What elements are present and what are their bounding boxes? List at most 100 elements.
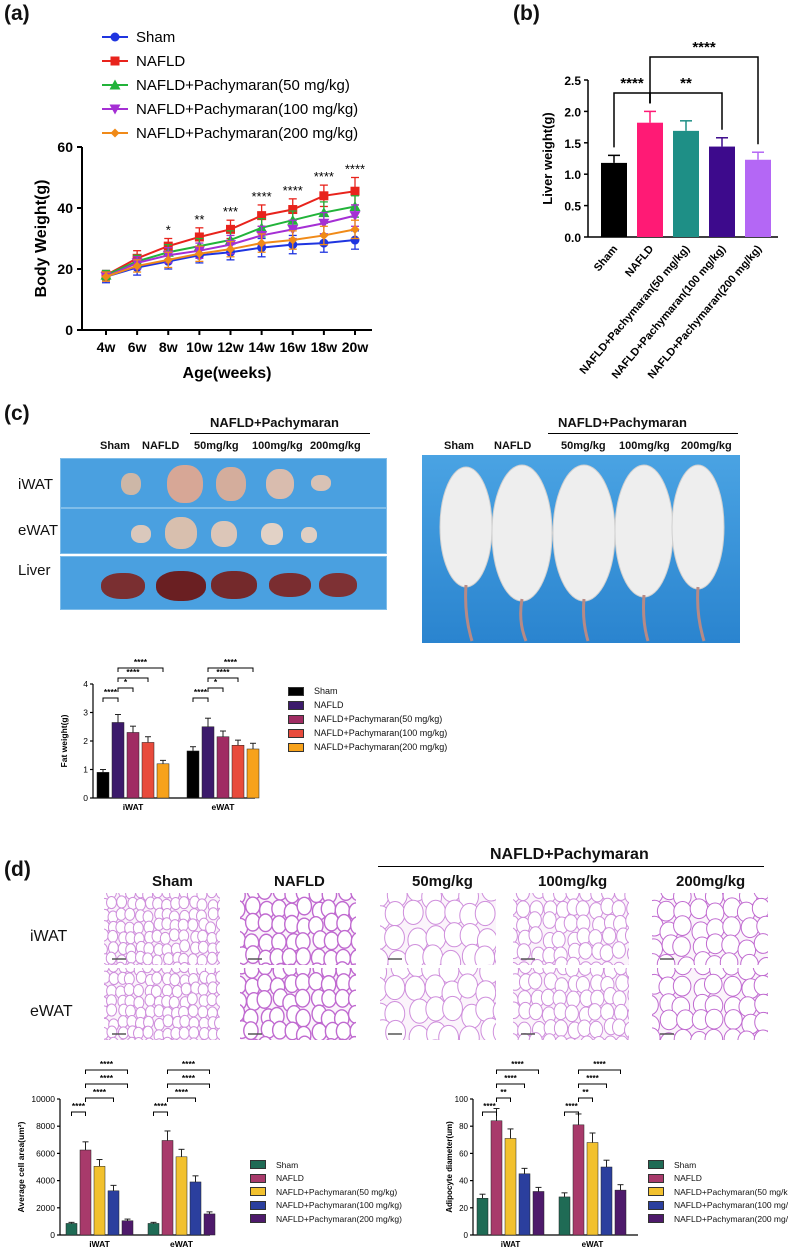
significance-bracket <box>496 1083 525 1088</box>
y-axis-title: Adipocyte diameter(um) <box>445 1121 454 1213</box>
adipocyte <box>349 1021 356 1040</box>
bar-iWAT-2 <box>126 732 140 799</box>
adipocyte <box>350 968 356 976</box>
x-tick-label: 16w <box>280 339 307 355</box>
d-col-50: 50mg/kg <box>412 873 473 890</box>
adipocyte <box>625 912 629 929</box>
x-tick-label: 4w <box>97 339 116 355</box>
adipocyte <box>756 915 768 937</box>
adipocyte <box>106 1003 118 1017</box>
significance-bracket <box>117 677 149 682</box>
adipocyte <box>240 962 245 965</box>
bar-iWAT-3 <box>141 742 155 799</box>
significance-bracket <box>578 1097 593 1102</box>
adipocyte <box>335 1021 352 1040</box>
adipocyte <box>611 900 626 918</box>
adipocyte-network <box>513 893 629 965</box>
legend-swatch <box>288 686 304 696</box>
histology-image <box>652 968 768 1040</box>
adipocyte <box>723 975 742 997</box>
adipocyte <box>652 995 659 1016</box>
adipocyte <box>294 972 311 992</box>
legend-label: NAFLD+Pachymaran(200 mg/kg) <box>314 742 448 752</box>
panel-label-b: (b) <box>513 2 540 25</box>
adipocyte <box>308 971 324 991</box>
tissue-sample <box>261 523 283 545</box>
y-tick-label: 0.0 <box>564 231 581 245</box>
data-point <box>101 272 111 282</box>
adipocyte <box>281 947 298 965</box>
adipocyte <box>565 1037 576 1040</box>
c-col-nafld: NAFLD <box>142 440 180 452</box>
adipocyte <box>754 993 768 1015</box>
mouse-col-100: 100mg/kg <box>619 440 670 452</box>
significance-bracket <box>117 687 134 692</box>
significance-label: **** <box>72 1101 86 1111</box>
adipocyte <box>627 947 629 960</box>
legend-label: Sham <box>276 1159 299 1170</box>
bar-iWAT-1 <box>490 1120 503 1236</box>
significance-bracket <box>71 1111 86 1116</box>
adipocyte <box>602 927 617 945</box>
adipocyte <box>215 1027 220 1040</box>
adipocyte <box>104 943 108 956</box>
legend-item: NAFLD+Pachymaran(100 mg/kg) <box>648 1199 788 1213</box>
adipocyte <box>162 1036 173 1040</box>
adipocyte <box>722 968 741 976</box>
adipocyte <box>126 962 136 965</box>
adipocyte <box>256 973 273 993</box>
adipocyte <box>542 1033 557 1040</box>
adipocyte <box>250 1038 259 1040</box>
mouse-p200 <box>671 464 725 590</box>
x-group-label: eWAT <box>212 802 236 812</box>
adipocyte <box>104 1038 109 1040</box>
adipocyte <box>159 931 171 946</box>
adipocyte <box>627 989 629 1001</box>
y-tick-label: 0 <box>65 322 73 338</box>
y-tick-label: 40 <box>459 1177 468 1186</box>
significance-mark: * <box>166 223 171 238</box>
adipocyte <box>402 899 424 925</box>
bar-iWAT-3 <box>518 1173 531 1236</box>
significance-label: **** <box>504 1074 517 1083</box>
adipocyte <box>457 973 479 999</box>
adipocyte <box>142 968 153 974</box>
adipocyte <box>215 941 220 955</box>
adipocyte <box>197 929 209 943</box>
data-point <box>349 211 361 222</box>
adipocyte <box>215 982 220 996</box>
adipocyte <box>599 944 614 962</box>
adipocyte <box>168 995 180 1010</box>
panel-label-d: (d) <box>4 858 31 881</box>
adipocyte <box>179 939 191 953</box>
adipocyte <box>334 988 351 1008</box>
mouse-silhouettes <box>439 464 725 642</box>
mouse-p50 <box>552 464 616 602</box>
adipocyte <box>348 974 356 994</box>
histology-image <box>513 968 629 1040</box>
adipocyte <box>178 968 190 974</box>
legend-label: NAFLD <box>674 1173 702 1184</box>
adipocyte <box>757 957 768 965</box>
adipocyte <box>216 1006 220 1019</box>
adipocyte <box>171 984 183 999</box>
adipocyte-network <box>652 893 768 965</box>
significance-mark: **** <box>345 162 365 177</box>
adipocyte <box>740 917 760 939</box>
significance-bracket <box>564 1111 579 1116</box>
data-point <box>110 32 120 42</box>
significance-bracket <box>207 677 239 682</box>
adipocyte <box>752 968 768 977</box>
x-tick-label: 12w <box>217 339 244 355</box>
d-col-sham: Sham <box>152 873 193 890</box>
adipocyte <box>422 944 444 965</box>
adipocyte <box>142 1025 154 1039</box>
x-tick-label: 18w <box>311 339 338 355</box>
significance-label: ** <box>680 75 692 92</box>
adipocyte <box>751 897 768 919</box>
data-point <box>109 104 121 115</box>
adipocyte <box>187 918 199 932</box>
legend-swatch <box>288 728 304 738</box>
y-tick-label: 40 <box>57 200 73 216</box>
adipocyte <box>753 1029 768 1040</box>
